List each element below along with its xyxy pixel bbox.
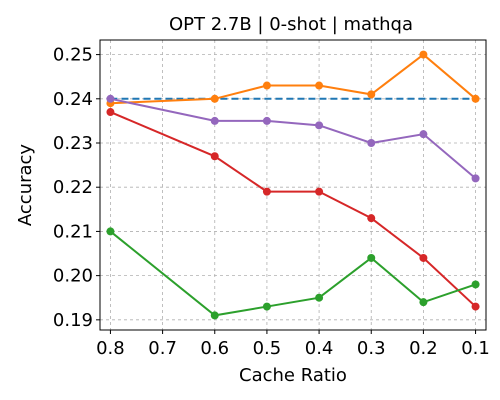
series-line-3 [110, 111, 477, 308]
series-1-point [315, 81, 324, 90]
series-2-point [262, 116, 271, 125]
series-layer [106, 50, 480, 320]
series-4-point [419, 298, 428, 307]
y-tick-label: 0.22 [53, 177, 93, 198]
x-tick-label: 0.5 [253, 338, 282, 359]
y-tick-label: 0.24 [53, 89, 93, 110]
series-4-point [210, 311, 219, 320]
series-3-point [106, 108, 115, 117]
series-2-point [106, 94, 115, 103]
x-tick-label: 0.2 [409, 338, 438, 359]
plot-frame [99, 39, 487, 331]
series-3-point [262, 187, 271, 196]
series-4-point [106, 227, 115, 236]
series-3-point [419, 253, 428, 262]
series-line-2 [110, 97, 477, 180]
x-tick-label: 0.7 [148, 338, 177, 359]
series-4-point [367, 253, 376, 262]
y-axis-label: Accuracy [15, 144, 36, 227]
series-2-point [367, 139, 376, 148]
x-tick-label: 0.6 [200, 338, 229, 359]
series-1-point [471, 94, 480, 103]
series-1-point [262, 81, 271, 90]
series-2-point [315, 121, 324, 130]
x-axis-label: Cache Ratio [239, 365, 347, 386]
series-1-point [367, 90, 376, 99]
series-2-point [419, 130, 428, 139]
y-tick-label: 0.25 [53, 45, 93, 66]
y-tick-label: 0.23 [53, 133, 93, 154]
series-3-point [210, 152, 219, 161]
y-tick-label: 0.20 [53, 266, 93, 287]
x-tick-label: 0.8 [96, 338, 125, 359]
x-tick-label: 0.4 [305, 338, 334, 359]
y-tick-label: 0.21 [53, 221, 93, 242]
series-4-point [262, 302, 271, 311]
series-4-point [315, 293, 324, 302]
x-tick-label: 0.1 [461, 338, 490, 359]
series-2-point [210, 116, 219, 125]
x-tick-label: 0.3 [357, 338, 386, 359]
series-3-point [471, 302, 480, 311]
series-3-point [315, 187, 324, 196]
grid-lines [100, 40, 486, 330]
series-1-point [419, 50, 428, 59]
series-1-point [210, 94, 219, 103]
series-3-point [367, 214, 376, 223]
series-line-1 [110, 53, 477, 105]
chart-title: OPT 2.7B | 0-shot | mathqa [169, 14, 413, 35]
y-tick-label: 0.19 [53, 310, 93, 331]
tick-layer: 0.8 0.7 0.6 0.5 0.4 0.3 0.2 0.1 0.19 0.20 0.21 0.22… [53, 45, 490, 359]
series-4-point [471, 280, 480, 289]
series-2-point [471, 174, 480, 183]
